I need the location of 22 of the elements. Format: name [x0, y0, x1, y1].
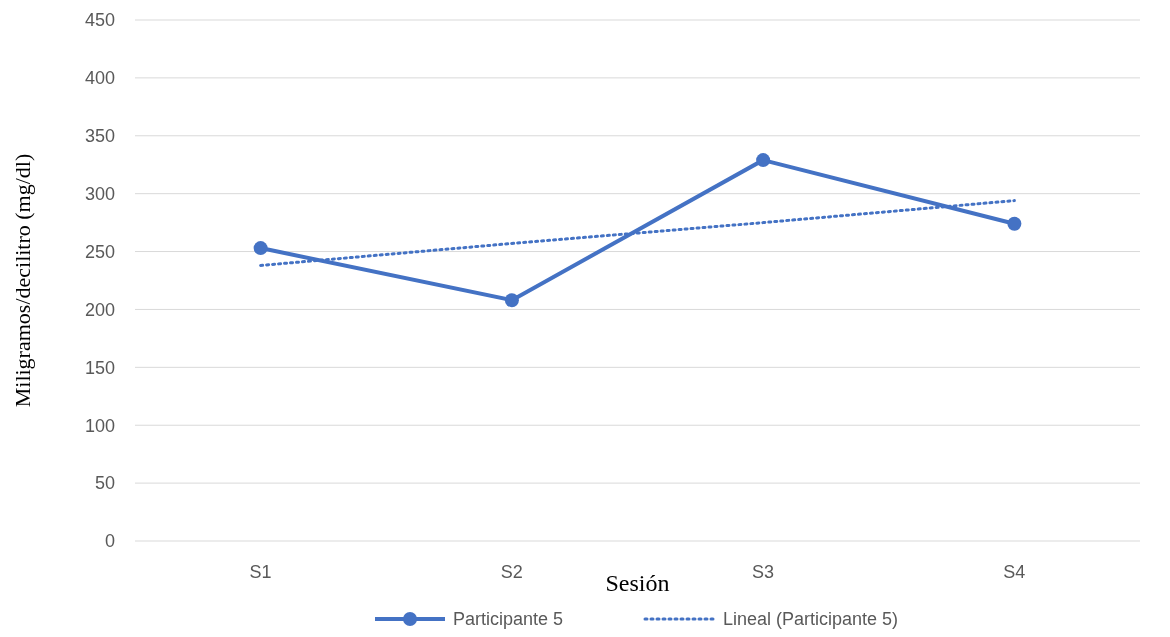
- y-tick-label: 300: [84, 183, 115, 204]
- point: [504, 293, 519, 308]
- y-tick-label: 250: [84, 241, 115, 262]
- x-tick-label: S2: [500, 562, 523, 582]
- y-tick-label: 400: [84, 68, 115, 89]
- point: [1007, 216, 1022, 231]
- legend-label: Participante 5: [453, 609, 564, 629]
- y-tick-label: 0: [104, 531, 115, 552]
- x-tick-label: S3: [752, 562, 775, 582]
- point: [756, 153, 771, 168]
- y-tick-label: 100: [84, 415, 115, 436]
- y-tick-label: 450: [84, 10, 115, 31]
- y-tick-label: 150: [84, 357, 115, 378]
- y-tick-label: 200: [84, 299, 115, 320]
- x-axis-title: Sesión: [605, 570, 670, 596]
- y-tick-label: 350: [84, 126, 115, 147]
- x-tick-label: S4: [1003, 562, 1026, 582]
- x-tick-label: S1: [249, 562, 272, 582]
- point: [253, 241, 268, 256]
- y-axis-title: Miligramos/decilitro (mg/dl): [10, 153, 35, 408]
- legend-label: Lineal (Participante 5): [723, 609, 899, 629]
- y-tick-label: 50: [94, 473, 115, 494]
